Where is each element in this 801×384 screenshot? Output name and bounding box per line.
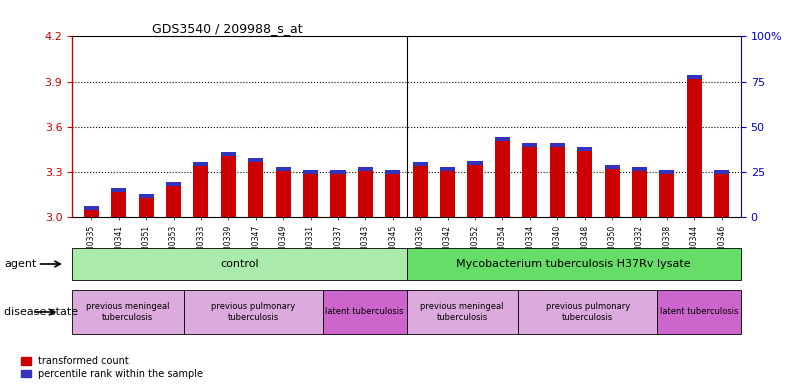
Bar: [193, 164, 208, 217]
Bar: [714, 172, 729, 217]
Bar: [221, 152, 235, 156]
Bar: [686, 75, 702, 79]
Bar: [111, 188, 127, 192]
Bar: [84, 208, 99, 217]
Text: previous pulmonary
tuberculosis: previous pulmonary tuberculosis: [211, 302, 296, 322]
Bar: [495, 137, 510, 141]
Bar: [276, 167, 291, 171]
Bar: [413, 162, 428, 166]
Bar: [495, 139, 510, 217]
Text: previous meningeal
tuberculosis: previous meningeal tuberculosis: [86, 302, 170, 322]
Bar: [193, 162, 208, 166]
Bar: [605, 167, 620, 217]
Bar: [522, 145, 537, 217]
Bar: [440, 169, 455, 217]
Text: control: control: [220, 259, 259, 269]
Bar: [331, 172, 345, 217]
Bar: [632, 169, 647, 217]
Bar: [166, 182, 181, 186]
Bar: [385, 170, 400, 174]
Bar: [248, 160, 264, 217]
Bar: [166, 184, 181, 217]
Bar: [84, 206, 99, 210]
Bar: [578, 149, 592, 217]
Bar: [522, 143, 537, 147]
Bar: [331, 170, 345, 174]
Text: previous meningeal
tuberculosis: previous meningeal tuberculosis: [421, 302, 504, 322]
Text: agent: agent: [4, 259, 36, 269]
Bar: [605, 166, 620, 169]
Bar: [686, 77, 702, 217]
Bar: [413, 164, 428, 217]
Text: latent tuberculosis: latent tuberculosis: [660, 308, 739, 316]
Bar: [303, 172, 318, 217]
Bar: [549, 145, 565, 217]
Bar: [221, 154, 235, 217]
Bar: [385, 172, 400, 217]
Bar: [632, 167, 647, 171]
Bar: [139, 194, 154, 198]
Bar: [303, 170, 318, 174]
Bar: [468, 161, 482, 165]
Bar: [248, 158, 264, 162]
Text: GDS3540 / 209988_s_at: GDS3540 / 209988_s_at: [152, 22, 303, 35]
Bar: [659, 172, 674, 217]
Bar: [358, 167, 373, 171]
Text: disease state: disease state: [4, 307, 78, 317]
Bar: [468, 163, 482, 217]
Bar: [440, 167, 455, 171]
Bar: [659, 170, 674, 174]
Bar: [358, 169, 373, 217]
Bar: [714, 170, 729, 174]
Text: latent tuberculosis: latent tuberculosis: [325, 308, 404, 316]
Bar: [549, 143, 565, 147]
Bar: [139, 196, 154, 217]
Bar: [276, 169, 291, 217]
Bar: [578, 147, 592, 151]
Legend: transformed count, percentile rank within the sample: transformed count, percentile rank withi…: [21, 356, 203, 379]
Text: Mycobacterium tuberculosis H37Rv lysate: Mycobacterium tuberculosis H37Rv lysate: [457, 259, 691, 269]
Text: previous pulmonary
tuberculosis: previous pulmonary tuberculosis: [545, 302, 630, 322]
Bar: [111, 190, 127, 217]
